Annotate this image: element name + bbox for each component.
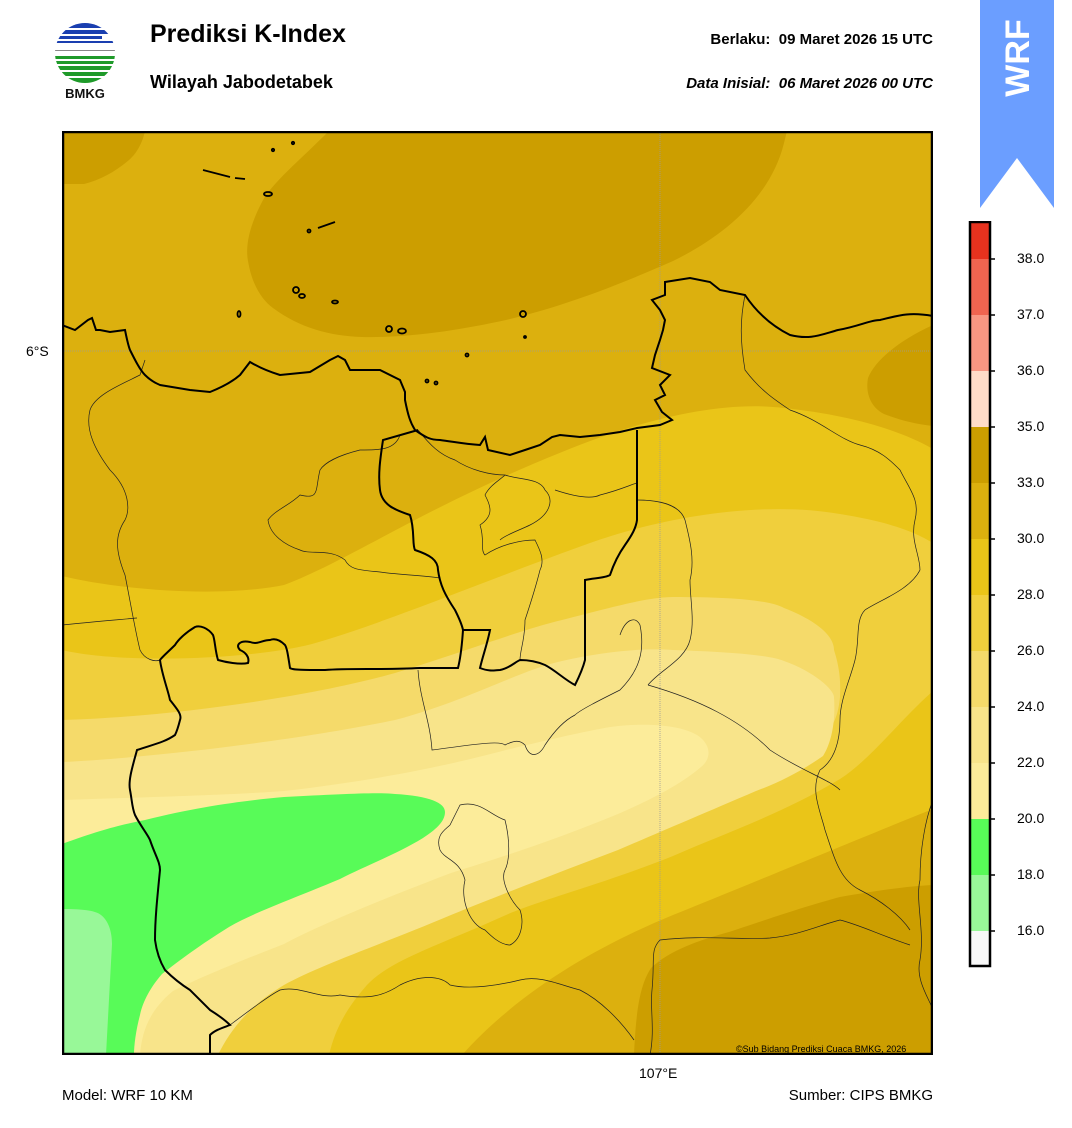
latitude-label: 6°S (26, 343, 49, 359)
field-33-35-north (247, 131, 787, 338)
bmkg-logo: BMKG (55, 23, 115, 101)
colorbar-tick-label: 28.0 (1017, 586, 1045, 602)
colorbar-tick-label: 36.0 (1017, 362, 1045, 378)
colorbar-segment (971, 315, 989, 371)
colorbar (968, 221, 995, 968)
colorbar-segment (971, 763, 989, 819)
map-frame (62, 131, 933, 1055)
colorbar-tick-label: 35.0 (1017, 418, 1045, 434)
wrf-badge-text: WRF (999, 19, 1037, 96)
colorbar-tick-label: 26.0 (1017, 642, 1045, 658)
colorbar-tick-label: 16.0 (1017, 922, 1045, 938)
wrf-badge: WRF (980, 0, 1054, 208)
colorbar-segment (971, 371, 989, 427)
colorbar-tick-label: 22.0 (1017, 754, 1045, 770)
field-33-35-east (867, 325, 933, 426)
k-index-map (62, 131, 933, 1055)
province-boundaries (128, 429, 638, 1055)
colorbar-segment (971, 651, 989, 707)
colorbar-segment (971, 595, 989, 651)
region-subtitle: Wilayah Jabodetabek (150, 72, 333, 92)
colorbar-segment (971, 427, 989, 483)
colorbar-tick-label: 38.0 (1017, 250, 1045, 266)
valid-time: Berlaku: 09 Maret 2026 15 UTC (710, 31, 933, 48)
colorbar-segment (971, 875, 989, 931)
field-33-35-southeast (634, 885, 933, 1055)
field-16-18 (62, 909, 112, 1055)
colorbar-tick-label: 37.0 (1017, 306, 1045, 322)
colorbar-segment (971, 539, 989, 595)
coastline (62, 276, 933, 457)
colorbar-segment (971, 259, 989, 315)
district-boundaries (62, 294, 933, 1055)
colorbar-segment (971, 707, 989, 763)
colorbar-segment (971, 819, 989, 875)
colorbar-segment (971, 931, 989, 965)
svg-text:BMKG: BMKG (65, 86, 105, 101)
colorbar-tick-label: 30.0 (1017, 530, 1045, 546)
model-label: Model: WRF 10 KM (62, 1087, 193, 1104)
colorbar-tick-label: 33.0 (1017, 474, 1045, 490)
colorbar-tick-label: 18.0 (1017, 866, 1045, 882)
colorbar-segment (971, 223, 989, 259)
colorbar-frame (968, 221, 992, 968)
colorbar-tick-label: 24.0 (1017, 698, 1045, 714)
colorbar-segment (971, 483, 989, 539)
copyright-text: ©Sub Bidang Prediksi Cuaca BMKG, 2026 (736, 1044, 907, 1054)
source-label: Sumber: CIPS BMKG (788, 1087, 933, 1104)
colorbar-tick-label: 20.0 (1017, 810, 1045, 826)
init-time: Data Inisial: 06 Maret 2026 00 UTC (686, 75, 933, 92)
longitude-label: 107°E (639, 1065, 678, 1081)
islands (202, 140, 527, 386)
field-33-35-northwest (62, 131, 145, 184)
page-title: Prediksi K-Index (150, 20, 346, 48)
